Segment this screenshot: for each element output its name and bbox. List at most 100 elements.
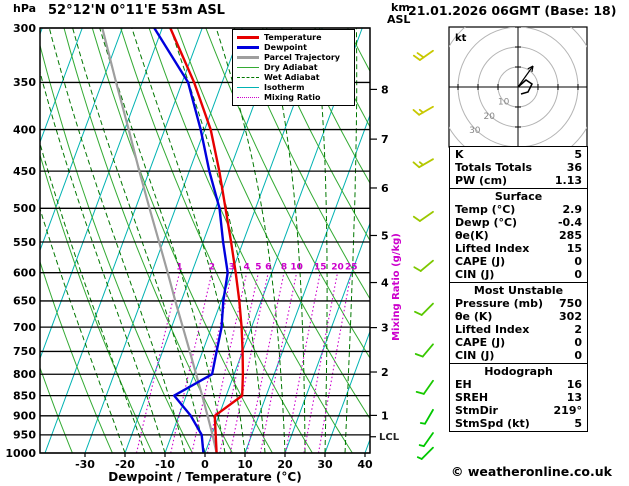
legend-line-sample (237, 67, 259, 68)
svg-text:4: 4 (244, 263, 250, 273)
wind-barb (412, 105, 434, 116)
pressure-tick-label: 950 (13, 429, 36, 442)
legend-entry: Temperature (237, 33, 350, 42)
row-label: Lifted Index (455, 323, 530, 336)
legend-line-sample (237, 87, 259, 88)
km-tick-label: 4 (381, 277, 389, 290)
pressure-tick-label: 650 (13, 295, 36, 308)
km-tick-label: 6 (381, 182, 389, 195)
table-row: CIN (J) 0 (450, 268, 587, 281)
hodograph-ring-label: 30 (469, 126, 481, 136)
svg-text:3: 3 (229, 263, 235, 273)
temperature-axis: -30 -20 -10 0 10 20 30 40 Dewpoint / Temperature… (75, 453, 373, 484)
km-axis: 8 7 6 5 4 3 2 1 LCL (370, 83, 400, 443)
credit: © weatheronline.co.uk (451, 464, 612, 479)
legend-entry: Isotherm (237, 83, 350, 92)
hodograph-ring-label: 10 (498, 97, 510, 107)
most-unstable-box: Most Unstable Pressure (mb) 750 θe (K) 302 L… (449, 282, 588, 364)
legend-label: Wet Adiabat (264, 73, 320, 82)
hodograph-stats-box: Hodograph EH 16 SREH 13 StmDir 219° StmSpd (kt… (449, 363, 588, 432)
legend-entry: Mixing Ratio (237, 93, 350, 102)
row-value: 285 (559, 229, 582, 242)
wind-barb (418, 432, 434, 448)
wind-barbs (412, 49, 434, 460)
row-label: K (455, 148, 464, 161)
km-tick-label: 1 (381, 409, 389, 422)
sounding-curves (101, 28, 245, 453)
wind-barb (414, 343, 434, 358)
row-label: CIN (J) (455, 349, 495, 362)
row-value: 0 (574, 349, 582, 362)
km-tick-label: 7 (381, 133, 389, 146)
legend-label: Mixing Ratio (264, 93, 321, 102)
km-tick-label: 2 (381, 366, 389, 379)
legend-label: Temperature (264, 33, 322, 42)
pressure-tick-label: 550 (13, 236, 36, 249)
dewpoint-curve (153, 28, 229, 453)
pressure-tick-label: 750 (13, 345, 36, 358)
pressure-tick-label: 450 (13, 165, 36, 178)
mixing-ratio-labels: 1 2 3 4 5 6 8 10 15 20 25 (176, 263, 357, 273)
row-value: 36 (566, 161, 582, 174)
table-row: CAPE (J) 0 (450, 336, 587, 349)
row-label: StmDir (455, 404, 498, 417)
hodograph-ring-label: 20 (483, 112, 495, 122)
row-value: 0 (574, 268, 582, 281)
row-label: Lifted Index (455, 242, 530, 255)
pressure-axis-unit: hPa (13, 2, 37, 15)
km-tick-label: 8 (381, 83, 389, 96)
temp-tick-label: 0 (201, 458, 209, 471)
x-axis-title: Dewpoint / Temperature (°C) (108, 470, 301, 484)
svg-text:5: 5 (255, 263, 261, 273)
wind-barb (412, 158, 434, 169)
legend-entry: Dry Adiabat (237, 63, 350, 72)
row-value: 2.9 (562, 203, 583, 216)
chart-legend: Temperature Dewpoint Parcel Trajectory Dry … (232, 29, 355, 106)
row-label: CIN (J) (455, 268, 495, 281)
row-value: 302 (559, 310, 582, 323)
surface-box-header: Surface (494, 190, 543, 203)
legend-line-sample (237, 56, 259, 59)
row-label: Totals Totals (455, 161, 533, 174)
svg-text:10: 10 (290, 263, 303, 273)
table-row: Pressure (mb) 750 (450, 297, 587, 310)
row-label: θe (K) (455, 310, 493, 323)
row-label: CAPE (J) (455, 336, 506, 349)
altitude-axis-unit-asl: ASL (387, 13, 411, 26)
row-value: 16 (566, 378, 582, 391)
pressure-tick-label: 300 (13, 22, 36, 35)
table-row: CIN (J) 0 (450, 349, 587, 362)
indices-box: K 5 Totals Totals 36 PW (cm) 1.13 (449, 146, 588, 189)
temp-tick-label: 40 (357, 458, 373, 471)
info-panel: K 5 Totals Totals 36 PW (cm) 1.13 Surface Tem… (449, 146, 588, 432)
legend-line-sample (237, 36, 259, 39)
temp-tick-label: 10 (237, 458, 253, 471)
row-value: 0 (574, 336, 582, 349)
lcl-label: LCL (379, 432, 400, 443)
svg-text:2: 2 (209, 263, 215, 273)
legend-entry: Dewpoint (237, 43, 350, 52)
station-title: 52°12'N 0°11'E 53m ASL (48, 3, 225, 18)
pressure-tick-label: 850 (13, 389, 36, 402)
svg-text:1: 1 (176, 263, 182, 273)
row-label: θe(K) (455, 229, 489, 242)
legend-label: Isotherm (264, 83, 305, 92)
table-row: StmSpd (kt) 5 (450, 417, 587, 430)
table-row: θe(K) 285 (450, 229, 587, 242)
wind-barb (413, 259, 434, 272)
row-label: CAPE (J) (455, 255, 506, 268)
row-value: 5 (574, 417, 582, 430)
legend-line-sample (237, 46, 259, 49)
table-row: Lifted Index 2 (450, 323, 587, 336)
wind-barb (416, 446, 434, 460)
table-row: Lifted Index 15 (450, 242, 587, 255)
hodograph-trace (517, 79, 533, 95)
row-value: 219° (553, 404, 582, 417)
svg-text:8: 8 (281, 263, 287, 273)
row-value: 0 (574, 255, 582, 268)
temp-tick-label: -20 (115, 458, 135, 471)
temp-tick-label: 30 (317, 458, 333, 471)
table-row: PW (cm) 1.13 (450, 174, 587, 187)
